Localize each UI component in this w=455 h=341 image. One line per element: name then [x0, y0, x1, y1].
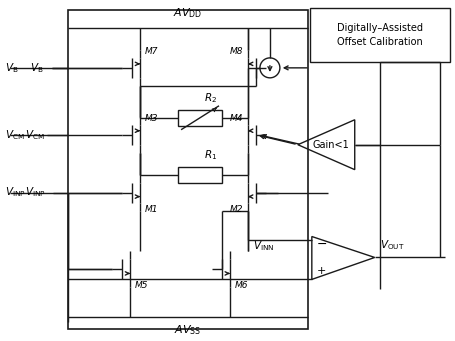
Text: $AV_{\rm SS}$: $AV_{\rm SS}$	[174, 323, 202, 337]
Text: M7: M7	[145, 47, 159, 56]
Text: $R_1$: $R_1$	[204, 148, 217, 162]
Text: Digitally–Assisted: Digitally–Assisted	[337, 23, 423, 33]
Text: $V_{\rm INN}$: $V_{\rm INN}$	[253, 240, 274, 253]
Text: M4: M4	[229, 114, 243, 123]
Text: $V_{\rm CM}$: $V_{\rm CM}$	[5, 128, 25, 142]
Text: $V_{\rm INP}$: $V_{\rm INP}$	[5, 186, 26, 199]
Bar	[310, 8, 450, 62]
Text: $V_{\rm B}$: $V_{\rm B}$	[5, 61, 19, 75]
Text: $V_{\rm B}$: $V_{\rm B}$	[30, 61, 44, 75]
Text: Offset Calibration: Offset Calibration	[337, 37, 423, 47]
Text: +: +	[317, 266, 327, 277]
Text: $R_2$: $R_2$	[204, 91, 217, 105]
Bar	[68, 10, 308, 329]
Text: M6: M6	[235, 281, 248, 291]
Text: Gain<1: Gain<1	[313, 140, 349, 150]
Text: M8: M8	[229, 47, 243, 56]
Text: $V_{\rm OUT}$: $V_{\rm OUT}$	[379, 239, 404, 252]
Text: $V_{\rm INP}$: $V_{\rm INP}$	[25, 186, 46, 199]
Text: −: −	[317, 238, 327, 251]
Text: M2: M2	[229, 205, 243, 213]
Text: M1: M1	[145, 205, 159, 213]
Text: $AV_{\rm DD}$: $AV_{\rm DD}$	[173, 6, 203, 20]
Bar	[178, 110, 222, 126]
Text: M5: M5	[135, 281, 149, 291]
Text: $V_{\rm CM}$: $V_{\rm CM}$	[25, 128, 45, 142]
Text: M3: M3	[145, 114, 159, 123]
Bar	[178, 167, 222, 183]
